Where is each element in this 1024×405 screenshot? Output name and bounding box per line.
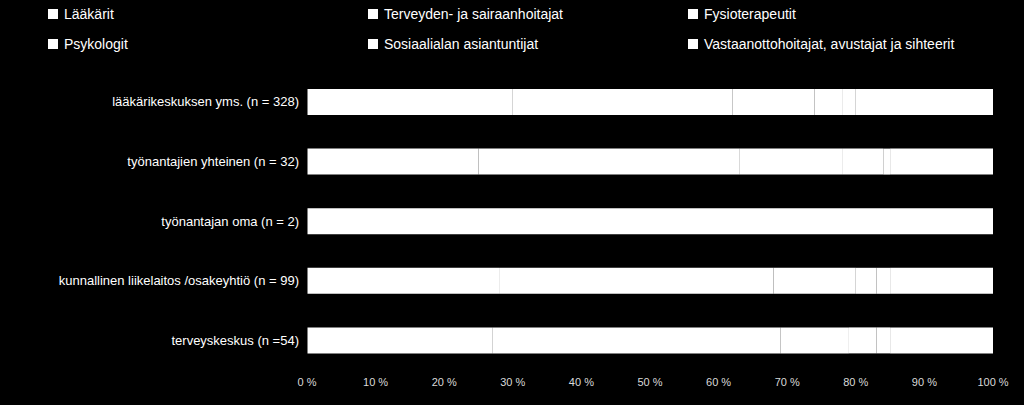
html-text:Sosiaalialan asiantuntijat: Sosiaalialan asiantuntijat: [384, 36, 539, 52]
svg-text:20 %: 20 %: [432, 376, 457, 388]
html-text:Psykologit: Psykologit: [64, 36, 128, 52]
html-text:Fysioterapeutit: Fysioterapeutit: [704, 6, 796, 22]
html-text:Terveyden- ja sairaanhoitajat: Terveyden- ja sairaanhoitajat: [384, 6, 563, 22]
svg-text:90 %: 90 %: [912, 376, 937, 388]
html-text:Vastaanottohoitajat, avustajat: Vastaanottohoitajat, avustajat ja sihtee…: [704, 36, 955, 52]
svg-text:10 %: 10 %: [363, 376, 388, 388]
svg-text:lääkärikeskuksen yms. (n = 328: lääkärikeskuksen yms. (n = 328): [112, 94, 299, 109]
svg-text:60 %: 60 %: [706, 376, 731, 388]
svg-text:terveyskeskus (n =54): terveyskeskus (n =54): [171, 333, 299, 348]
svg-text:100 %: 100 %: [977, 376, 1008, 388]
svg-text:työnantajan oma (n = 2): työnantajan oma (n = 2): [161, 214, 299, 229]
svg-text:80 %: 80 %: [843, 376, 868, 388]
svg-text:30 %: 30 %: [500, 376, 525, 388]
html-text:Lääkärit: Lääkärit: [64, 6, 114, 22]
svg-text:0 %: 0 %: [298, 376, 317, 388]
svg-text:50 %: 50 %: [637, 376, 662, 388]
svg-text:40 %: 40 %: [569, 376, 594, 388]
svg-text:kunnallinen liikelaitos /osake: kunnallinen liikelaitos /osakeyhtiö (n =…: [59, 273, 299, 288]
svg-text:työnantajien yhteinen (n = 32): työnantajien yhteinen (n = 32): [127, 154, 299, 169]
svg-text:70 %: 70 %: [775, 376, 800, 388]
